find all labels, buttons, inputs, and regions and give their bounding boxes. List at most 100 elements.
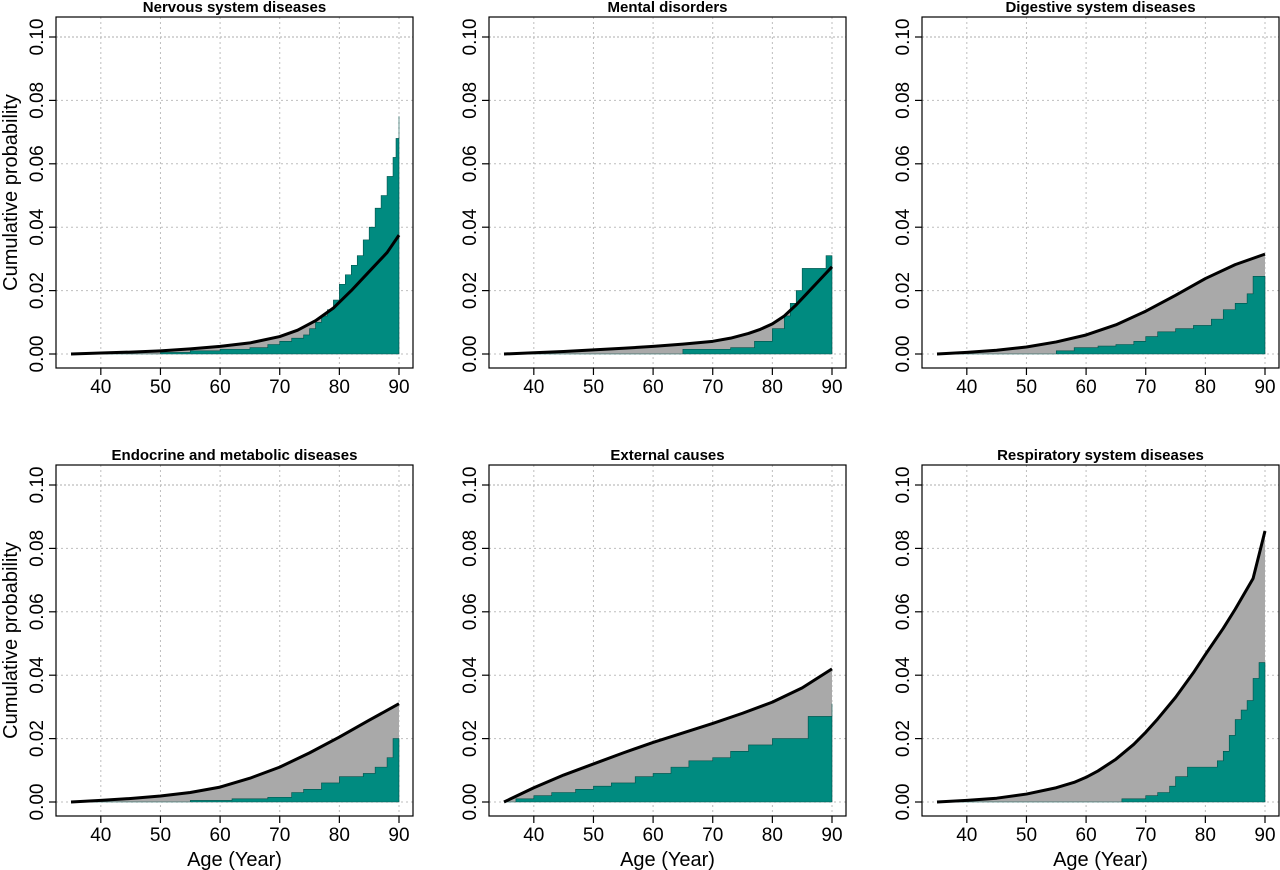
y-tick-label: 0.04	[27, 208, 48, 245]
x-tick-label: 60	[643, 377, 664, 398]
y-tick-label: 0.00	[27, 784, 48, 821]
y-tick-label: 0.04	[27, 656, 48, 693]
y-tick-label: 0.04	[460, 208, 481, 245]
x-tick-label: 70	[1135, 825, 1156, 846]
y-tick-label: 0.00	[893, 784, 914, 821]
y-tick-label: 0.04	[893, 656, 914, 693]
y-tick-label: 0.02	[460, 720, 481, 757]
expected-area	[71, 703, 399, 802]
panel-2: 40 50 60 70 80 90 0.00 0.02 0.04 0.06 0.08 0.10 Ment…	[460, 0, 847, 398]
y-tick-label: 0.02	[27, 720, 48, 757]
x-tick-label: 50	[150, 377, 171, 398]
observed-step-area	[71, 738, 400, 803]
x-tick-label: 90	[1254, 825, 1275, 846]
x-tick-label: 70	[702, 825, 723, 846]
x-tick-label: 50	[583, 825, 604, 846]
y-tick-label: 0.08	[460, 530, 481, 567]
y-tick-label: 0.04	[893, 208, 914, 245]
observed-step-area	[504, 255, 833, 355]
panel-5: 40 50 60 70 80 90 0.00 0.02 0.04 0.06 0.08 0.10 Exte…	[460, 447, 847, 870]
x-tick-label: 90	[821, 825, 842, 846]
y-tick-label: 0.08	[27, 530, 48, 567]
y-tick-label: 0.08	[27, 82, 48, 119]
expected-curve	[503, 667, 833, 804]
y-tick-label: 0.10	[27, 19, 48, 56]
panel-1: 40 50 60 70 80 90 0.00 0.02 0.04 0.06 0.08 0.10 Nerv…	[0, 0, 414, 398]
panel-4: 40 50 60 70 80 90 0.00 0.02 0.04 0.06 0.08 0.10 Endo…	[0, 447, 414, 870]
y-tick-label: 0.02	[893, 272, 914, 309]
panel-title: Nervous system diseases	[143, 0, 326, 16]
expected-curve	[70, 234, 401, 356]
y-tick-label: 0.00	[27, 336, 48, 373]
expected-curve	[70, 702, 400, 804]
x-tick-label: 90	[388, 377, 409, 398]
x-tick-label: 60	[1076, 825, 1097, 846]
x-tick-label: 50	[583, 377, 604, 398]
x-tick-label: 80	[762, 825, 783, 846]
x-tick-label: 40	[523, 377, 544, 398]
y-axis-label: Cumulative probability	[0, 542, 22, 739]
expected-area	[937, 530, 1265, 802]
panel-6: 40 50 60 70 80 90 0.00 0.02 0.04 0.06 0.08 0.10 Resp…	[893, 447, 1280, 870]
y-tick-label: 0.00	[460, 784, 481, 821]
y-tick-label: 0.02	[893, 720, 914, 757]
observed-step-area	[937, 662, 1266, 803]
x-tick-label: 40	[523, 825, 544, 846]
plot-frame	[921, 464, 1280, 817]
x-tick-label: 50	[150, 825, 171, 846]
y-tick-label: 0.06	[893, 593, 914, 630]
y-tick-label: 0.10	[893, 467, 914, 504]
expected-curve	[503, 265, 834, 356]
x-tick-label: 60	[210, 825, 231, 846]
x-tick-label: 40	[90, 377, 111, 398]
x-tick-label: 80	[329, 825, 350, 846]
x-tick-label: 60	[1076, 377, 1097, 398]
expected-curve	[936, 252, 1266, 356]
panel-title: Digestive system diseases	[1005, 0, 1195, 16]
observed-step-area	[937, 276, 1266, 355]
x-tick-label: 70	[269, 825, 290, 846]
y-tick-label: 0.08	[893, 82, 914, 119]
x-axis-label: Age (Year)	[187, 849, 282, 870]
y-tick-label: 0.06	[460, 593, 481, 630]
plot-frame	[921, 16, 1280, 369]
y-tick-label: 0.06	[460, 145, 481, 182]
y-tick-label: 0.08	[893, 530, 914, 567]
y-tick-label: 0.08	[460, 82, 481, 119]
y-tick-label: 0.10	[460, 467, 481, 504]
x-tick-label: 70	[269, 377, 290, 398]
x-tick-label: 80	[762, 377, 783, 398]
y-tick-label: 0.06	[893, 145, 914, 182]
x-tick-label: 50	[1016, 377, 1037, 398]
plot-frame	[488, 16, 847, 369]
y-tick-label: 0.00	[893, 336, 914, 373]
y-tick-label: 0.10	[460, 19, 481, 56]
panel-title: Mental disorders	[607, 0, 727, 16]
x-tick-label: 80	[329, 377, 350, 398]
plot-frame	[488, 464, 847, 817]
plot-frame	[55, 16, 414, 369]
x-tick-label: 50	[1016, 825, 1037, 846]
x-tick-label: 90	[1254, 377, 1275, 398]
panel-title: Respiratory system diseases	[997, 447, 1204, 464]
y-tick-label: 0.10	[27, 467, 48, 504]
x-tick-label: 90	[821, 377, 842, 398]
observed-step-area	[71, 116, 400, 355]
x-tick-label: 60	[210, 377, 231, 398]
x-axis-label: Age (Year)	[1053, 849, 1148, 870]
y-axis-label: Cumulative probability	[0, 94, 22, 291]
expected-curve	[936, 530, 1267, 804]
panel-title: Endocrine and metabolic diseases	[112, 447, 358, 464]
x-tick-label: 70	[702, 377, 723, 398]
plot-frame	[55, 464, 414, 817]
y-tick-label: 0.06	[27, 145, 48, 182]
x-axis-label: Age (Year)	[620, 849, 715, 870]
x-tick-label: 80	[1195, 825, 1216, 846]
y-tick-label: 0.04	[460, 656, 481, 693]
y-tick-label: 0.10	[893, 19, 914, 56]
y-tick-label: 0.06	[27, 593, 48, 630]
x-tick-label: 40	[90, 825, 111, 846]
y-tick-label: 0.02	[27, 272, 48, 309]
x-tick-label: 60	[643, 825, 664, 846]
